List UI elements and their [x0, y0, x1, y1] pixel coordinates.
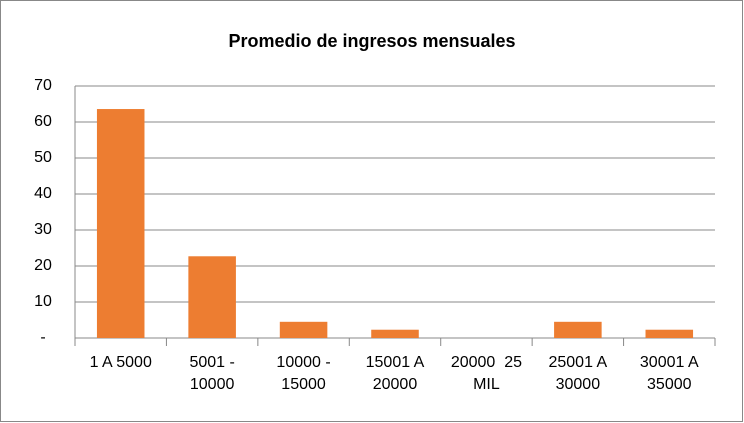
x-tick-label: 30001 A 35000	[639, 354, 704, 393]
bar	[554, 321, 602, 338]
y-tick-label: 70	[34, 77, 52, 94]
y-tick-label: -	[40, 329, 45, 346]
x-tick-label: 10000 - 15000	[276, 354, 336, 393]
x-tick-label: 15001 A 20000	[365, 354, 429, 393]
bar	[371, 329, 419, 338]
bar	[188, 256, 236, 338]
y-tick-label: 30	[34, 221, 52, 238]
bar	[279, 321, 328, 338]
chart-title: Promedio de ingresos mensuales	[228, 31, 515, 51]
bar	[96, 109, 145, 338]
y-tick-label: 40	[34, 185, 52, 202]
y-tick-label: 10	[34, 293, 52, 310]
x-tick-label: 1 A 5000	[89, 354, 152, 371]
x-tick-label: 5001 - 10000	[189, 354, 240, 393]
y-tick-label: 60	[34, 113, 52, 130]
y-tick-label: 50	[34, 149, 52, 166]
x-tick-label: 20000 25 MIL	[450, 354, 527, 393]
x-tick-label: 25001 A 30000	[548, 354, 612, 393]
y-tick-label: 20	[34, 257, 52, 274]
bar	[645, 329, 694, 338]
